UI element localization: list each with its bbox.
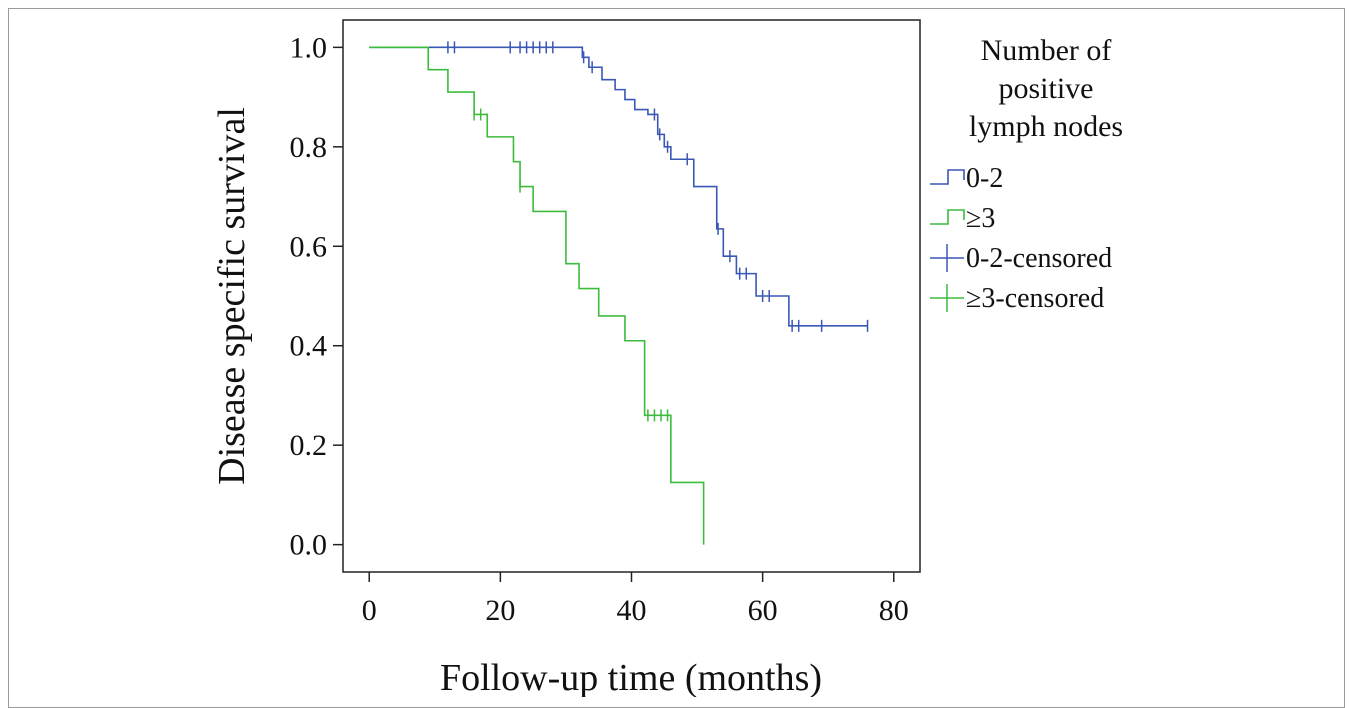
- legend-step-icon: [930, 169, 965, 185]
- legend-step-icon: [930, 209, 965, 225]
- legend-label: 0-2-censored: [966, 243, 1112, 274]
- series-line-low-nodes: [369, 46, 868, 327]
- x-tick-label: 20: [485, 594, 515, 627]
- x-tick-label: 0: [362, 594, 377, 627]
- legend-title-line-3: lymph nodes: [969, 110, 1123, 143]
- y-tick-label: 0.2: [290, 429, 328, 462]
- legend-label: ≥3: [966, 203, 995, 234]
- legend-title-line-1: Number of: [981, 34, 1112, 67]
- x-axis-title: Follow-up time (months): [440, 657, 822, 697]
- series-layer: [369, 41, 869, 545]
- x-tick-label: 40: [617, 594, 647, 627]
- y-axis: 0.0 0.2 0.4 0.6 0.8 1.0: [290, 31, 343, 562]
- legend-title-line-2: positive: [999, 72, 1094, 105]
- y-tick-label: 0.0: [290, 529, 328, 562]
- legend-entry: ≥3-censored: [930, 283, 1104, 314]
- plot-area-frame: [342, 19, 921, 573]
- y-tick-label: 0.6: [290, 230, 328, 263]
- x-axis: 0 20 40 60 80: [362, 572, 909, 627]
- series-line-high-nodes: [369, 46, 705, 545]
- legend: Number of positive lymph nodes 0-2 ≥3 0-2-…: [930, 34, 1123, 314]
- x-tick-label: 80: [879, 594, 909, 627]
- legend-entry: ≥3: [930, 203, 995, 234]
- legend-label: 0-2: [966, 163, 1003, 194]
- y-axis-title: Disease specific survival: [211, 107, 253, 485]
- y-tick-label: 0.8: [290, 131, 328, 164]
- legend-entries: 0-2 ≥3 0-2-censored ≥3-censored: [930, 163, 1112, 314]
- legend-label: ≥3-censored: [966, 283, 1104, 314]
- y-tick-label: 0.4: [290, 330, 328, 363]
- x-tick-label: 60: [748, 594, 778, 627]
- y-tick-label: 1.0: [290, 31, 328, 64]
- legend-entry: 0-2: [930, 163, 1003, 194]
- legend-entry: 0-2-censored: [930, 243, 1112, 274]
